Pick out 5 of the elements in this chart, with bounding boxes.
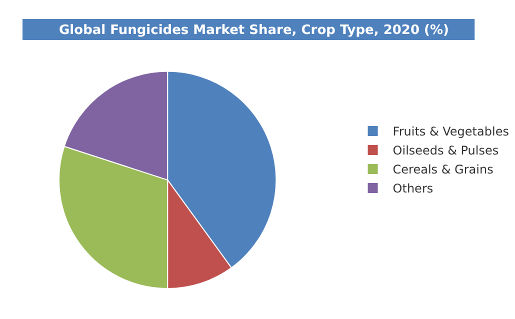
- legend-label: Oilseeds & Pulses: [392, 144, 499, 158]
- legend-label: Others: [392, 182, 434, 196]
- legend-label: Cereals & Grains: [392, 162, 494, 177]
- legend-label: Fruits & Vegetables: [392, 124, 509, 139]
- chart-title: Global Fungicides Market Share, Crop Type, 2020 (%): [59, 23, 449, 38]
